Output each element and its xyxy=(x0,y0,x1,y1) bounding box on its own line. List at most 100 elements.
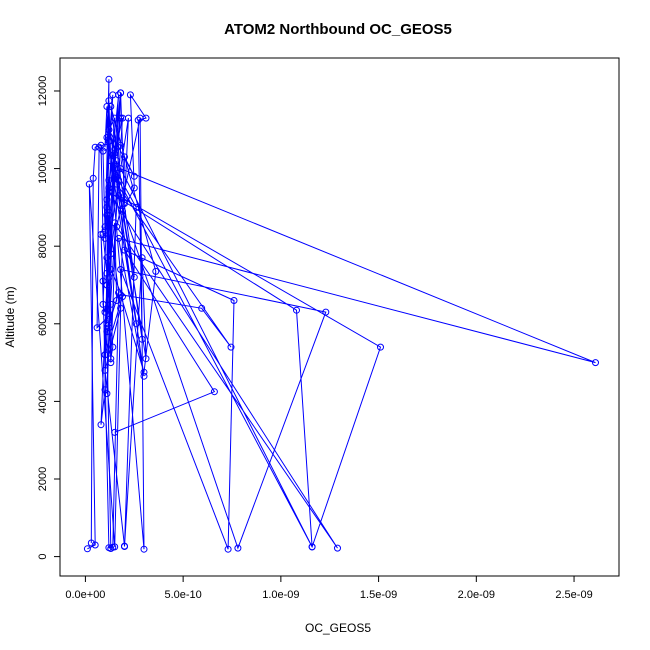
data-point xyxy=(130,184,138,192)
series-2 xyxy=(87,141,123,552)
data-point xyxy=(85,180,93,188)
y-tick-label: 12000 xyxy=(37,76,49,107)
data-point xyxy=(103,254,111,262)
data-point xyxy=(117,266,125,273)
y-tick-label: 4000 xyxy=(37,389,49,413)
data-point xyxy=(134,116,142,124)
x-tick-label: 0.0e+00 xyxy=(65,589,105,601)
x-tick-label: 1.0e-09 xyxy=(262,589,299,601)
series-3 xyxy=(103,89,599,553)
data-point xyxy=(105,316,113,324)
data-point xyxy=(198,304,206,312)
data-point xyxy=(117,291,125,299)
data-point xyxy=(115,91,123,99)
data-point xyxy=(152,267,160,275)
data-point xyxy=(105,273,113,281)
x-axis-label: OC_GEOS5 xyxy=(305,621,371,635)
data-point xyxy=(103,269,111,277)
data-point xyxy=(103,328,111,336)
data-point xyxy=(99,147,107,155)
x-tick-label: 1.5e-09 xyxy=(360,589,397,601)
data-point xyxy=(592,359,599,367)
data-point xyxy=(83,545,91,553)
data-point xyxy=(101,308,109,316)
data-point xyxy=(107,355,115,363)
data-point xyxy=(230,297,238,304)
data-point xyxy=(99,277,107,285)
data-point xyxy=(101,351,109,359)
data-point xyxy=(89,174,97,182)
data-point xyxy=(121,200,128,207)
data-point xyxy=(97,231,105,238)
data-point xyxy=(107,103,115,110)
data-point xyxy=(224,545,232,553)
data-point xyxy=(227,343,235,351)
data-point xyxy=(99,300,107,308)
data-point xyxy=(105,188,113,196)
data-point xyxy=(142,355,150,363)
data-point xyxy=(308,543,316,551)
data-point xyxy=(142,114,150,122)
data-point xyxy=(101,227,109,235)
data-point xyxy=(140,368,148,376)
data-layer xyxy=(83,75,599,553)
data-point xyxy=(334,544,341,552)
data-point xyxy=(87,539,95,547)
data-point xyxy=(115,176,123,184)
data-point xyxy=(234,544,242,552)
data-point xyxy=(109,343,117,351)
data-point xyxy=(105,137,113,145)
y-axis-label: Altitude (m) xyxy=(3,286,17,347)
data-point xyxy=(377,343,384,351)
x-tick-label: 5.0e-10 xyxy=(164,589,201,601)
data-point xyxy=(103,390,111,398)
data-point xyxy=(103,103,111,110)
data-point xyxy=(115,192,123,200)
data-point xyxy=(140,545,148,553)
data-point xyxy=(97,421,105,429)
x-axis: 0.0e+00 5.0e-10 1.0e-09 1.5e-09 2.0e-09 2.5e-… xyxy=(65,576,593,601)
series-line xyxy=(106,92,596,550)
data-point xyxy=(105,176,113,184)
data-point xyxy=(119,207,126,215)
data-point xyxy=(132,320,140,328)
data-point xyxy=(126,91,134,99)
series-line xyxy=(87,79,135,550)
y-tick-label: 10000 xyxy=(37,153,49,184)
y-tick-label: 6000 xyxy=(37,312,49,336)
data-point xyxy=(103,134,111,141)
data-point xyxy=(117,114,125,122)
chart-title: ATOM2 Northbound OC_GEOS5 xyxy=(224,21,452,38)
x-tick-label: 2.0e-09 xyxy=(458,589,495,601)
data-point xyxy=(103,196,111,204)
y-axis: 0 2000 4000 6000 8000 10000 12000 xyxy=(37,76,60,560)
data-point xyxy=(130,273,138,281)
data-point xyxy=(140,372,148,380)
data-point xyxy=(138,335,146,343)
data-point xyxy=(111,428,119,436)
data-point xyxy=(113,223,121,231)
data-point xyxy=(210,388,218,396)
data-point xyxy=(121,246,128,254)
data-point xyxy=(95,143,103,151)
y-tick-label: 2000 xyxy=(37,467,49,491)
data-point xyxy=(93,324,101,332)
data-point xyxy=(99,231,107,238)
data-point xyxy=(105,75,113,83)
data-point xyxy=(124,114,132,122)
y-tick-label: 0 xyxy=(37,554,49,560)
data-point xyxy=(105,126,113,134)
y-tick-label: 8000 xyxy=(37,234,49,258)
data-point xyxy=(111,149,119,157)
plot-frame xyxy=(59,57,620,577)
data-point xyxy=(91,541,99,549)
data-point xyxy=(293,306,300,314)
data-point xyxy=(107,545,115,552)
data-point xyxy=(105,312,113,320)
series-line xyxy=(90,144,120,549)
data-point xyxy=(132,203,140,211)
data-point xyxy=(115,234,123,242)
data-point xyxy=(138,254,146,262)
data-point xyxy=(111,165,119,173)
